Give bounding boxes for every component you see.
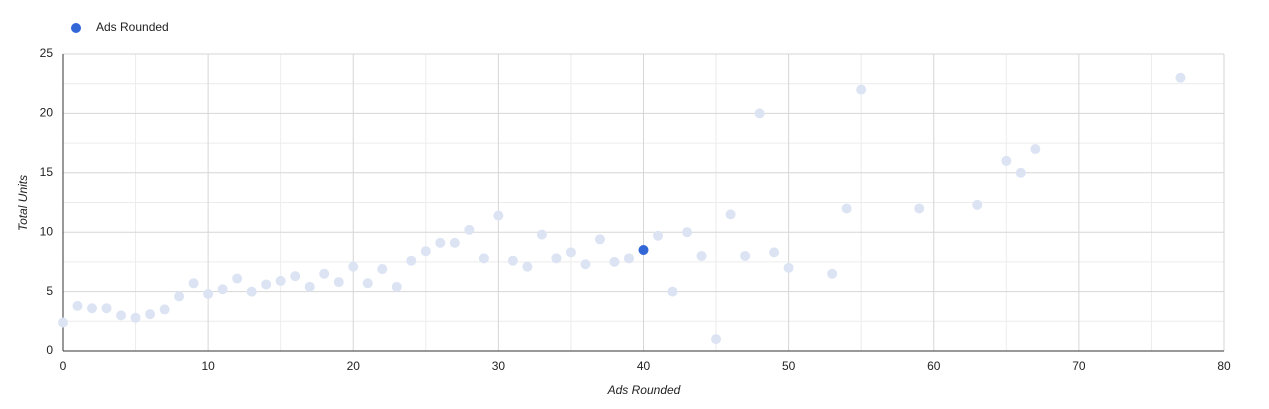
- scatter-point: [58, 317, 68, 328]
- scatter-point: [507, 255, 518, 266]
- scatter-point: [609, 256, 620, 267]
- scatter-point: [435, 237, 446, 248]
- x-tick-label: 10: [201, 359, 215, 373]
- y-tick-label: 5: [46, 284, 53, 298]
- scatter-point: [623, 253, 634, 264]
- scatter-point: [667, 286, 678, 297]
- scatter-point: [914, 203, 925, 214]
- scatter-point: [551, 253, 562, 264]
- legend-marker: [71, 23, 81, 33]
- y-tick-label: 0: [46, 343, 53, 357]
- y-tick-label: 25: [40, 46, 54, 60]
- scatter-point: [1030, 144, 1041, 155]
- scatter-point: [696, 250, 707, 261]
- scatter-point: [159, 304, 170, 315]
- scatter-point: [580, 259, 591, 270]
- scatter-point: [116, 310, 127, 321]
- scatter-point: [348, 261, 359, 272]
- scatter-point: [72, 300, 83, 311]
- scatter-point: [536, 229, 547, 240]
- x-tick-label: 70: [1072, 359, 1086, 373]
- x-tick-label: 40: [637, 359, 651, 373]
- scatter-point: [827, 268, 838, 279]
- scatter-point: [87, 303, 98, 314]
- scatter-point: [522, 261, 533, 272]
- scatter-point: [711, 334, 722, 345]
- scatter-point: [565, 247, 576, 258]
- scatter-point: [493, 210, 504, 221]
- scatter-point: [304, 281, 315, 292]
- scatter-point: [653, 230, 664, 241]
- scatter-point: [464, 224, 475, 235]
- scatter-point: [725, 209, 736, 220]
- x-tick-label: 80: [1217, 359, 1231, 373]
- scatter-point: [420, 246, 431, 257]
- scatter-point: [783, 262, 794, 273]
- scatter-point: [449, 237, 460, 248]
- scatter-point: [638, 245, 649, 256]
- scatter-point: [841, 203, 852, 214]
- scatter-point: [275, 275, 286, 286]
- x-tick-label: 20: [347, 359, 361, 373]
- scatter-point: [261, 279, 272, 290]
- x-tick-label: 50: [782, 359, 796, 373]
- scatter-point: [232, 273, 243, 284]
- scatter-point: [682, 227, 693, 238]
- scatter-point: [754, 108, 765, 119]
- x-tick-label: 30: [492, 359, 506, 373]
- scatter-point: [740, 250, 751, 261]
- y-axis-title: Total Units: [16, 175, 30, 231]
- scatter-point: [406, 255, 417, 266]
- scatter-point: [1175, 72, 1186, 83]
- scatter-point: [145, 309, 156, 320]
- scatter-point: [290, 271, 301, 282]
- scatter-point: [319, 268, 330, 279]
- scatter-point: [203, 288, 214, 299]
- scatter-point: [478, 253, 489, 264]
- scatter-point: [1015, 167, 1026, 178]
- scatter-point: [188, 278, 199, 289]
- scatter-point: [1001, 155, 1012, 166]
- y-tick-label: 20: [40, 106, 54, 120]
- scatter-point: [246, 286, 257, 297]
- scatter-point: [101, 303, 112, 314]
- scatter-point: [594, 234, 605, 245]
- y-tick-label: 15: [40, 165, 54, 179]
- legend-label: Ads Rounded: [96, 20, 169, 34]
- scatter-point: [130, 312, 141, 323]
- x-tick-label: 0: [60, 359, 67, 373]
- scatter-point: [333, 277, 344, 288]
- scatter-point: [362, 278, 373, 289]
- scatter-point: [856, 84, 867, 95]
- scatter-point: [217, 284, 228, 295]
- x-axis-title: Ads Rounded: [607, 383, 681, 397]
- scatter-point: [972, 199, 983, 210]
- scatter-point: [174, 291, 185, 302]
- x-tick-label: 60: [927, 359, 941, 373]
- scatter-point: [769, 247, 780, 258]
- scatter-point: [391, 281, 402, 292]
- scatter-point: [377, 264, 388, 275]
- y-tick-label: 10: [40, 224, 54, 238]
